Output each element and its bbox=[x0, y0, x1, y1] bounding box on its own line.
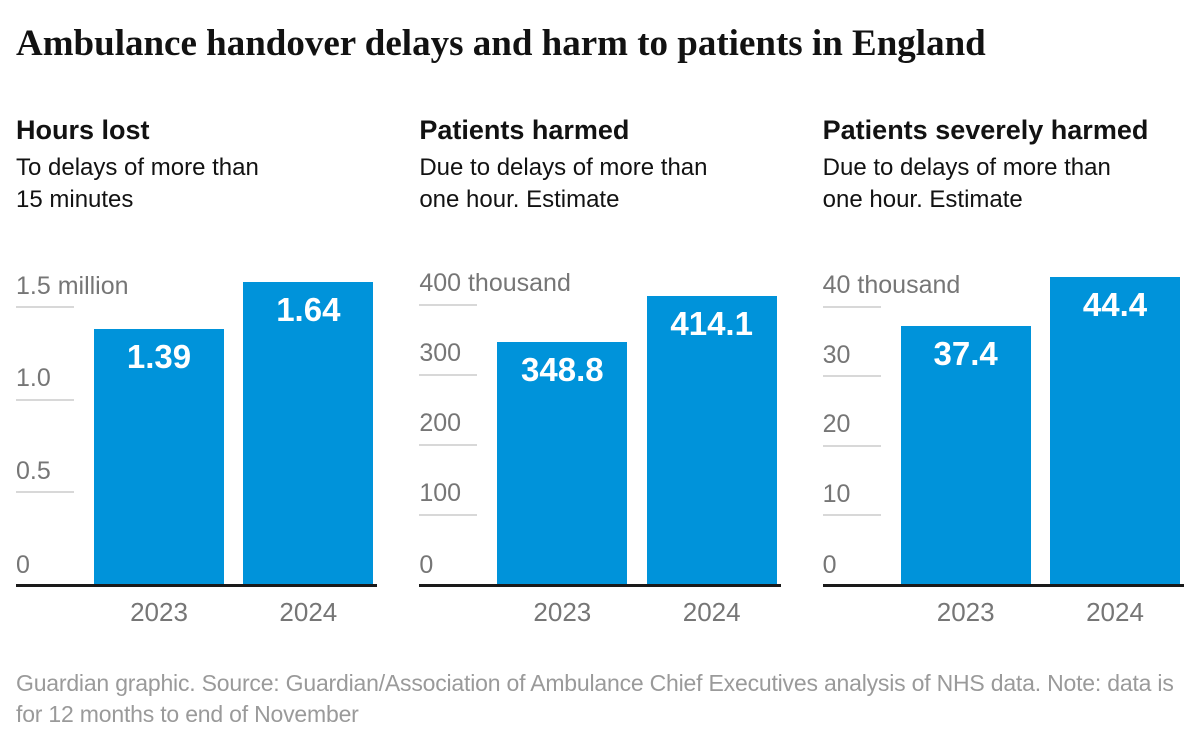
y-axis-tick-label: 0 bbox=[419, 551, 434, 580]
y-axis-tick-label: 20 bbox=[822, 410, 851, 439]
y-axis-tick: 20 bbox=[822, 410, 881, 447]
y-axis-tick-label: 40 thousand bbox=[822, 271, 961, 300]
bars-group: 1.39 1.64 bbox=[94, 264, 374, 586]
x-axis-label: 2024 bbox=[279, 596, 338, 627]
x-axis-label: 2023 bbox=[533, 596, 592, 627]
bar-value-label: 37.4 bbox=[933, 334, 998, 372]
bar-2024: 1.64 bbox=[243, 282, 374, 586]
x-axis-labels: 2023 2024 bbox=[497, 597, 776, 628]
y-axis-tick: 30 bbox=[822, 340, 881, 378]
chart-title: Patients severely harmed bbox=[822, 114, 1149, 145]
gridline-stub bbox=[419, 303, 478, 306]
y-axis-tick: 10 bbox=[822, 479, 881, 517]
plot-area: 40 thousand 30 20 10 0 37.4 44.4 bbox=[822, 264, 1184, 587]
x-axis-baseline bbox=[16, 583, 378, 587]
y-axis-tick: 0 bbox=[419, 552, 433, 586]
gridline-stub bbox=[419, 373, 478, 376]
bar-value-label: 1.39 bbox=[126, 337, 192, 375]
y-axis-tick: 0 bbox=[16, 552, 30, 586]
y-axis-tick: 100 bbox=[419, 479, 478, 516]
gridline-stub bbox=[822, 444, 881, 447]
chart-subtitle: Due to delays of more than one hour. Est… bbox=[822, 153, 1111, 214]
bar-value-label: 414.1 bbox=[670, 304, 753, 342]
gridline-stub bbox=[16, 398, 74, 401]
x-axis-labels: 2023 2024 bbox=[94, 597, 373, 628]
y-axis-tick-label: 10 bbox=[822, 479, 851, 508]
y-axis-tick-label: 0 bbox=[16, 551, 30, 580]
chart-hours-lost: Hours lost To delays of more than 15 min… bbox=[16, 114, 378, 628]
y-axis-tick-label: 0.5 bbox=[16, 456, 51, 485]
bar-2023: 1.39 bbox=[94, 328, 224, 586]
gridline-stub bbox=[822, 305, 881, 308]
plot-area: 400 thousand 300 200 100 0 348.8 414.1 bbox=[419, 264, 781, 587]
y-axis-tick-label: 1.5 million bbox=[16, 271, 129, 300]
gridline-stub bbox=[822, 375, 881, 378]
gridline-stub bbox=[419, 513, 478, 516]
x-axis-baseline bbox=[419, 583, 781, 587]
bar-value-label: 1.64 bbox=[276, 291, 341, 329]
chart-title: Patients harmed bbox=[419, 114, 630, 145]
y-axis-tick: 1.0 bbox=[16, 365, 74, 401]
x-axis-label: 2023 bbox=[936, 596, 995, 627]
y-axis-tick-label: 400 thousand bbox=[419, 269, 571, 298]
x-axis-label: 2023 bbox=[130, 596, 188, 627]
y-axis-tick-label: 100 bbox=[419, 479, 462, 508]
y-axis-tick: 200 bbox=[419, 409, 478, 446]
y-axis-tick-label: 300 bbox=[419, 339, 462, 368]
gridline-stub bbox=[16, 491, 74, 494]
y-axis-tick: 1.5 million bbox=[16, 271, 129, 309]
bars-group: 348.8 414.1 bbox=[497, 264, 777, 586]
chart-title: Hours lost bbox=[16, 114, 150, 145]
bars-group: 37.4 44.4 bbox=[900, 264, 1180, 586]
bar-value-label: 44.4 bbox=[1082, 285, 1148, 323]
x-axis-label: 2024 bbox=[682, 596, 741, 627]
plot-area: 1.5 million 1.0 0.5 0 1.39 1.64 bbox=[16, 264, 378, 587]
chart-patients-harmed: Patients harmed Due to delays of more th… bbox=[419, 114, 781, 628]
bar-2023: 37.4 bbox=[900, 325, 1031, 586]
y-axis-tick: 400 thousand bbox=[419, 270, 571, 306]
infographic: Ambulance handover delays and harm to pa… bbox=[16, 23, 1184, 727]
gridline-stub bbox=[16, 306, 74, 309]
y-axis-tick-label: 200 bbox=[419, 409, 462, 438]
y-axis-tick: 40 thousand bbox=[822, 271, 961, 308]
chart-subtitle: Due to delays of more than one hour. Est… bbox=[419, 153, 708, 214]
y-axis-tick-label: 1.0 bbox=[16, 364, 51, 393]
bar-2024: 44.4 bbox=[1050, 276, 1180, 586]
charts-row: Hours lost To delays of more than 15 min… bbox=[16, 115, 1184, 628]
bar-value-label: 348.8 bbox=[521, 350, 604, 388]
y-axis-tick-label: 30 bbox=[822, 340, 851, 369]
bar-2023: 348.8 bbox=[497, 341, 628, 586]
gridline-stub bbox=[822, 514, 881, 517]
page-title: Ambulance handover delays and harm to pa… bbox=[16, 23, 986, 64]
bar-2024: 414.1 bbox=[646, 295, 777, 586]
x-axis-labels: 2023 2024 bbox=[901, 597, 1180, 628]
chart-subtitle: To delays of more than 15 minutes bbox=[16, 153, 259, 214]
x-axis-label: 2024 bbox=[1086, 596, 1144, 627]
y-axis-tick: 0 bbox=[823, 552, 837, 586]
chart-patients-severely-harmed: Patients severely harmed Due to delays o… bbox=[822, 114, 1184, 628]
y-axis-tick: 300 bbox=[419, 339, 478, 376]
source-note: Guardian graphic. Source: Guardian/Assoc… bbox=[16, 669, 1174, 727]
x-axis-baseline bbox=[822, 583, 1184, 587]
y-axis-tick-label: 0 bbox=[822, 551, 837, 580]
y-axis-tick: 0.5 bbox=[16, 456, 74, 494]
gridline-stub bbox=[419, 443, 478, 446]
